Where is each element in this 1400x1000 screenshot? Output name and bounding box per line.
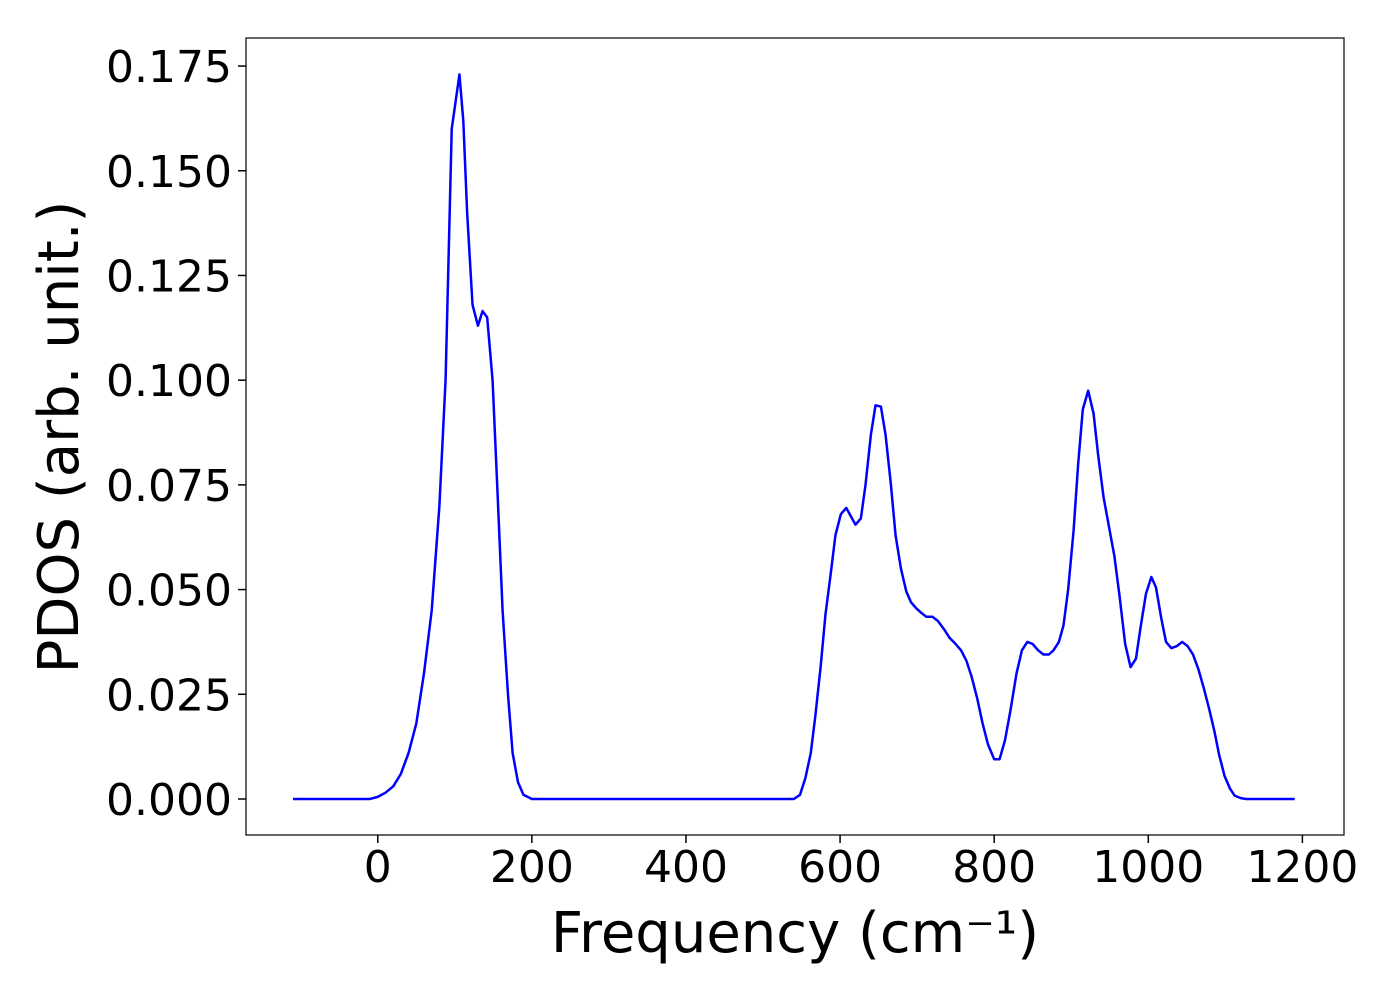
line-series (293, 73, 1295, 801)
x-tick-label: 800 (952, 842, 1036, 893)
y-tick-label: 0.175 (106, 42, 232, 93)
x-axis-label: Frequency (cm⁻¹) (551, 901, 1039, 966)
y-tick-label: 0.000 (106, 775, 232, 826)
y-tick-label: 0.125 (106, 251, 232, 302)
x-tick-label: 400 (644, 842, 728, 893)
y-tick-label: 0.100 (106, 356, 232, 407)
x-tick-label: 1000 (1092, 842, 1204, 893)
y-axis-label: PDOS (arb. unit.) (27, 201, 92, 674)
x-tick-label: 0 (364, 842, 392, 893)
y-tick-label: 0.050 (106, 566, 232, 617)
x-tick-label: 600 (798, 842, 882, 893)
x-tick-label: 1200 (1246, 842, 1358, 893)
y-tick-label: 0.075 (106, 461, 232, 512)
y-tick-label: 0.025 (106, 670, 232, 721)
y-tick-label: 0.150 (106, 147, 232, 198)
x-tick-label: 200 (490, 842, 574, 893)
plot-frame (245, 37, 1345, 836)
